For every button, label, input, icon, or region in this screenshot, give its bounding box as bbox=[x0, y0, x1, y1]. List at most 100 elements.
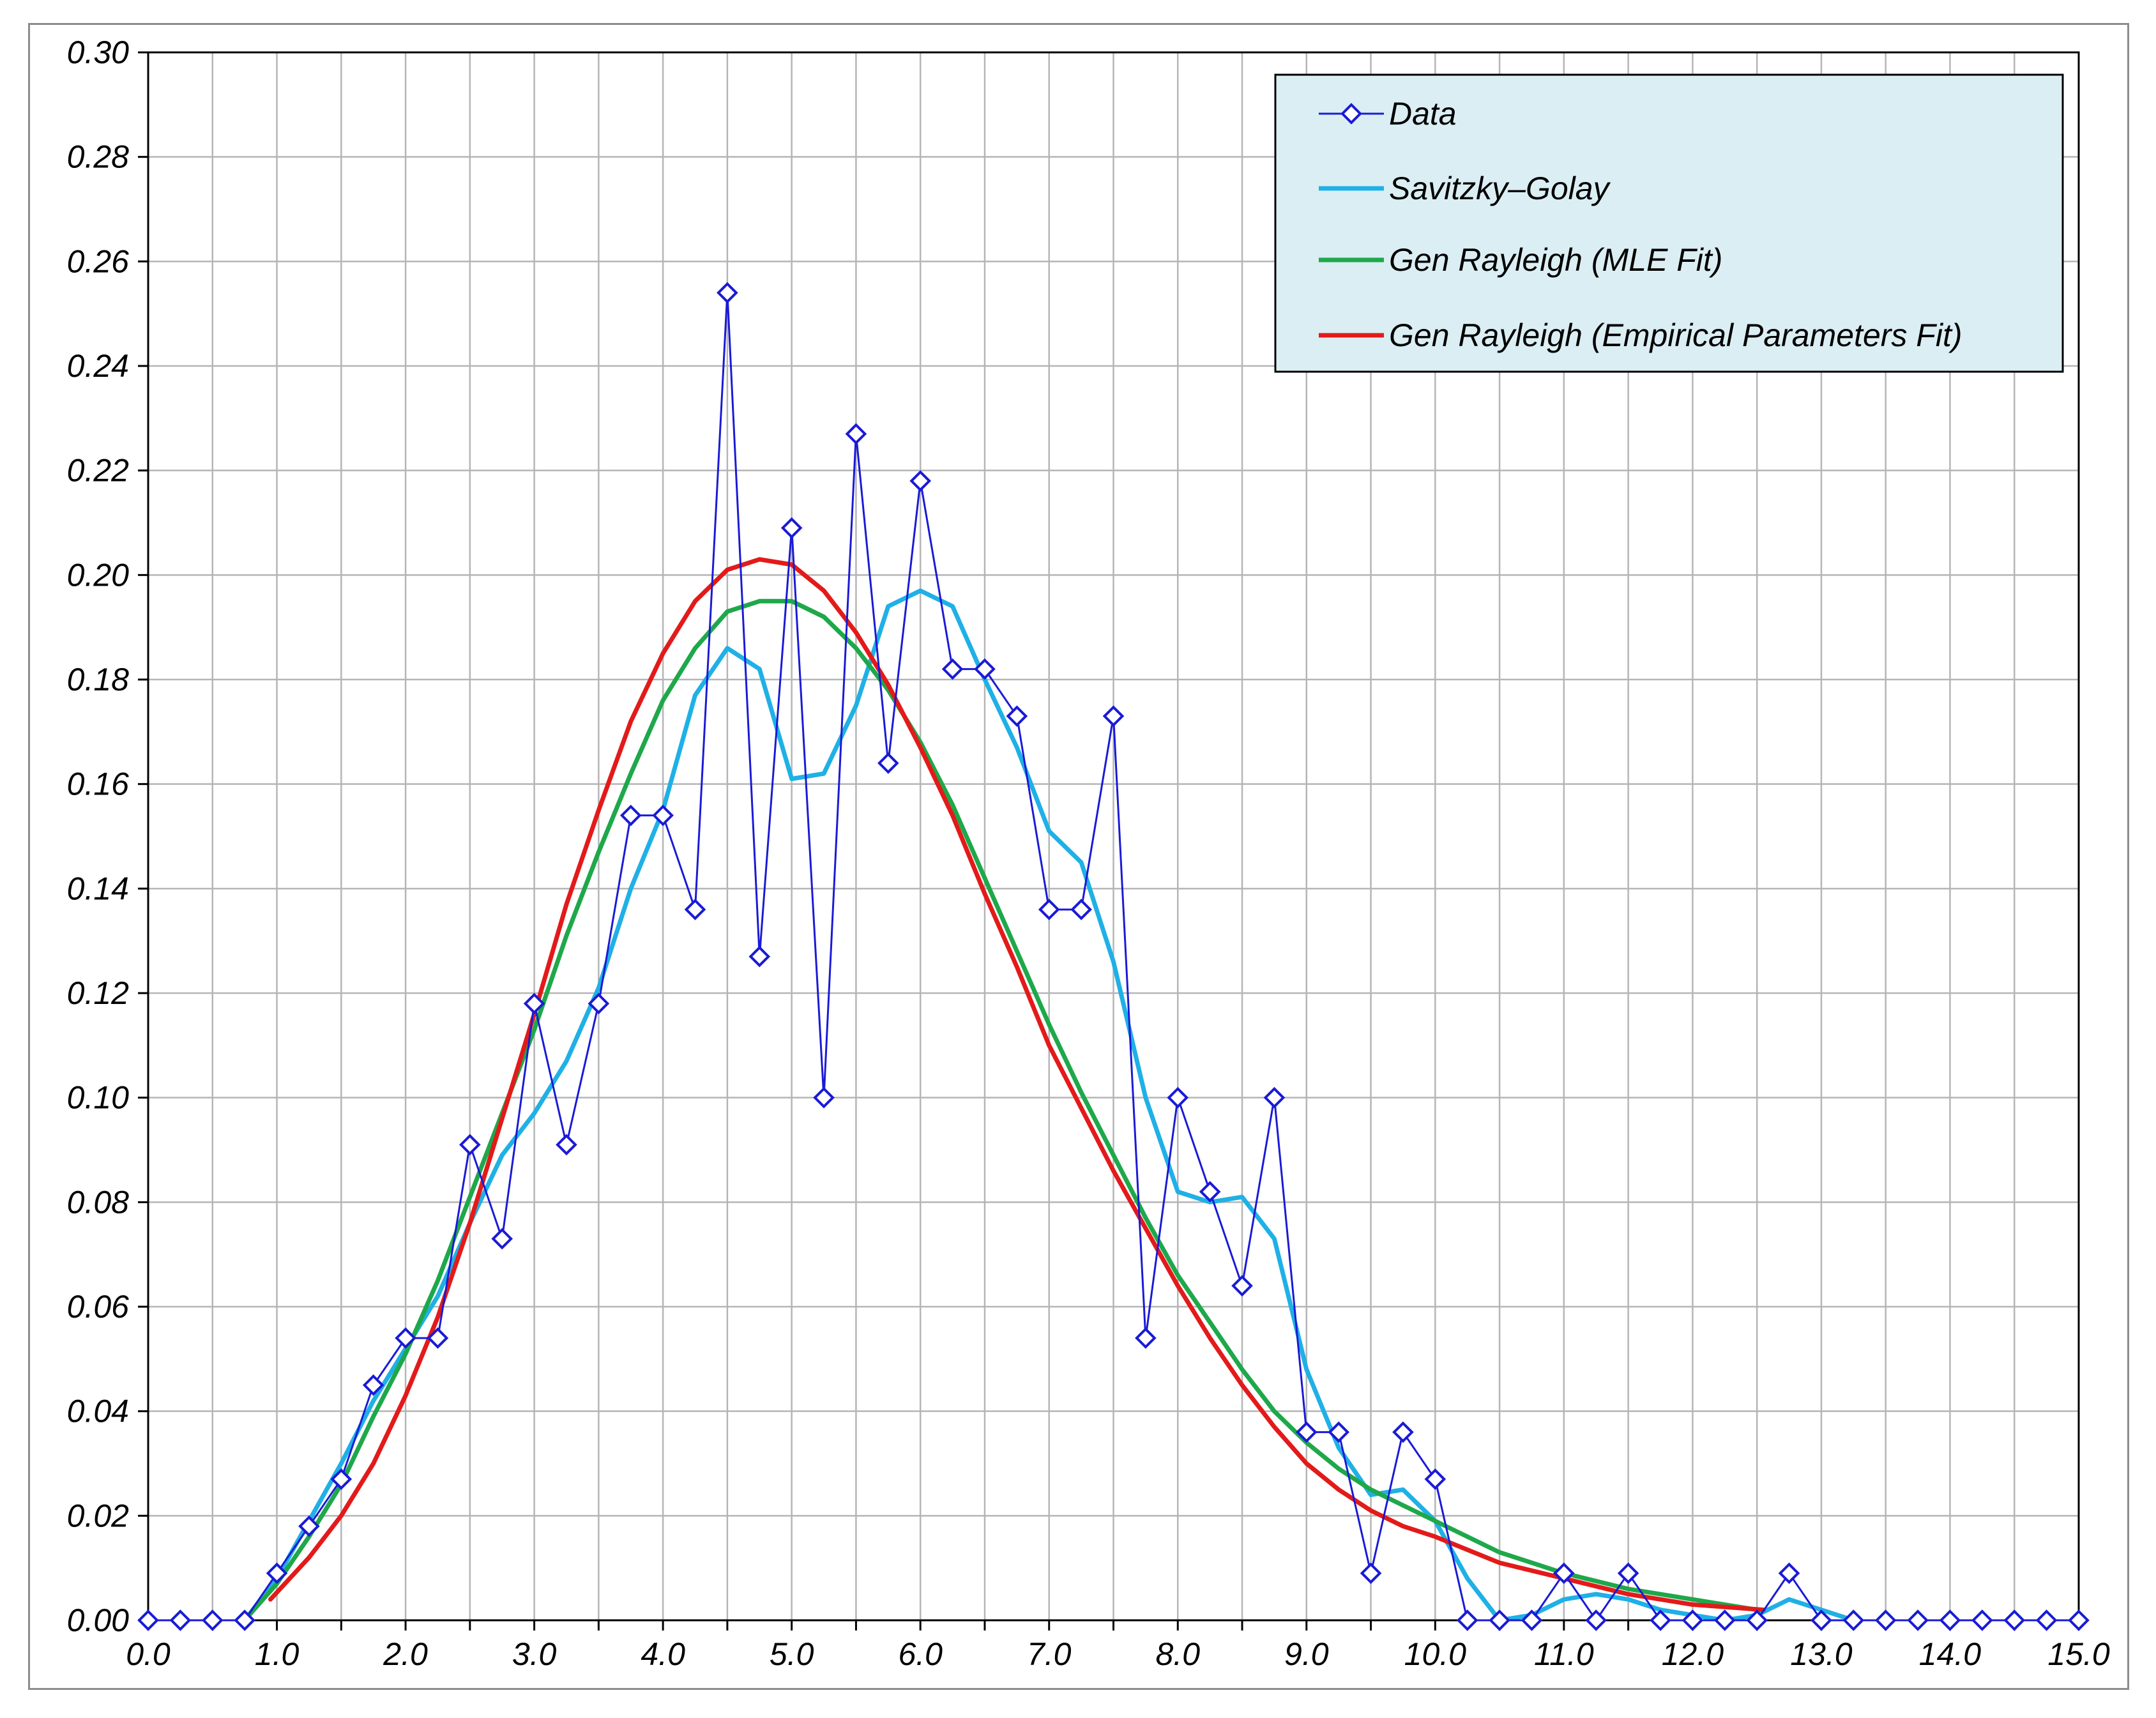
data-point-marker bbox=[941, 658, 964, 680]
series-1-group bbox=[242, 588, 1856, 1623]
data-point-marker bbox=[619, 804, 642, 826]
data-point-marker bbox=[1585, 1609, 1607, 1631]
series-line-3 bbox=[268, 557, 1766, 1613]
data-point-marker bbox=[813, 1086, 835, 1109]
data-point-marker bbox=[1199, 1181, 1221, 1203]
x-tick-label: 2.0 bbox=[383, 1636, 428, 1672]
series-0-group bbox=[137, 282, 2090, 1631]
data-point-marker bbox=[1295, 1421, 1317, 1443]
x-tick-label: 9.0 bbox=[1284, 1636, 1329, 1672]
data-point-marker bbox=[201, 1609, 224, 1631]
data-point-marker bbox=[298, 1515, 320, 1537]
x-tick-label: 0.0 bbox=[126, 1636, 171, 1672]
x-tick-label: 13.0 bbox=[1790, 1636, 1853, 1672]
data-point-marker bbox=[1971, 1609, 1993, 1631]
y-tick-label: 0.28 bbox=[67, 139, 130, 175]
y-tick-label: 0.08 bbox=[67, 1184, 130, 1220]
data-point-marker bbox=[1489, 1609, 1510, 1631]
data-point-marker bbox=[717, 282, 738, 304]
data-point-marker bbox=[845, 423, 867, 445]
data-point-marker bbox=[1778, 1562, 1800, 1585]
legend-label-2: Gen Rayleigh (MLE Fit) bbox=[1389, 242, 1722, 278]
data-point-marker bbox=[1874, 1609, 1897, 1631]
x-tick-label: 5.0 bbox=[770, 1636, 814, 1672]
x-tick-label: 11.0 bbox=[1534, 1636, 1594, 1672]
x-tick-label: 12.0 bbox=[1662, 1636, 1724, 1672]
series-layer bbox=[137, 282, 2090, 1631]
data-point-marker bbox=[137, 1609, 159, 1631]
data-point-marker bbox=[2068, 1609, 2090, 1631]
legend-label-3: Gen Rayleigh (Empirical Parameters Fit) bbox=[1389, 317, 1962, 353]
data-point-marker bbox=[1360, 1562, 1382, 1585]
legend-marker-0 bbox=[1340, 103, 1362, 125]
y-tick-label: 0.10 bbox=[67, 1080, 130, 1116]
data-point-marker bbox=[684, 899, 706, 920]
data-point-marker bbox=[588, 992, 610, 1015]
data-point-marker bbox=[266, 1562, 288, 1585]
data-point-marker bbox=[1907, 1609, 1929, 1631]
data-point-marker bbox=[1939, 1609, 1961, 1631]
data-point-marker bbox=[330, 1468, 353, 1490]
data-point-marker bbox=[1167, 1086, 1189, 1109]
data-point-marker bbox=[395, 1327, 416, 1349]
data-point-marker bbox=[1328, 1421, 1350, 1443]
data-point-marker bbox=[780, 517, 803, 539]
data-point-marker bbox=[2035, 1609, 2058, 1631]
series-line-1 bbox=[242, 588, 1856, 1623]
x-tick-label: 4.0 bbox=[641, 1636, 685, 1672]
x-tick-label: 6.0 bbox=[898, 1636, 943, 1672]
series-line-2 bbox=[242, 598, 1759, 1623]
data-point-marker bbox=[459, 1134, 481, 1156]
tick-layer: 0.00 0.02 0.04 0.06 0.08 0.10 0.12 0.14 0.16 0.18… bbox=[67, 34, 2110, 1672]
data-point-marker bbox=[909, 470, 932, 492]
chart-frame: 0.00 0.02 0.04 0.06 0.08 0.10 0.12 0.14 0.16 0.18… bbox=[28, 23, 2129, 1690]
x-tick-label: 7.0 bbox=[1027, 1636, 1072, 1672]
data-point-marker bbox=[1650, 1609, 1671, 1631]
x-tick-label: 3.0 bbox=[512, 1636, 557, 1672]
data-point-marker bbox=[556, 1134, 577, 1156]
y-tick-label: 0.16 bbox=[67, 766, 130, 802]
data-point-marker bbox=[877, 752, 899, 774]
data-point-marker bbox=[1682, 1609, 1704, 1631]
data-point-marker bbox=[652, 804, 674, 826]
data-point-marker bbox=[1135, 1327, 1157, 1349]
legend-box bbox=[1274, 73, 2064, 373]
y-tick-label: 0.12 bbox=[67, 975, 130, 1011]
data-point-marker bbox=[1424, 1468, 1446, 1490]
data-point-marker bbox=[1231, 1275, 1253, 1297]
y-tick-label: 0.04 bbox=[67, 1394, 129, 1429]
legend: Data Savitzky–Golay Gen Rayleigh (MLE Fit)… bbox=[1274, 73, 2064, 373]
x-tick-label: 10.0 bbox=[1404, 1636, 1467, 1672]
legend-label-0: Data bbox=[1389, 96, 1457, 132]
data-point-marker bbox=[523, 992, 545, 1015]
y-tick-label: 0.06 bbox=[67, 1289, 130, 1325]
data-point-marker bbox=[234, 1609, 255, 1631]
y-tick-label: 0.00 bbox=[67, 1602, 130, 1638]
data-point-marker bbox=[1842, 1609, 1865, 1631]
data-point-marker bbox=[169, 1609, 192, 1631]
x-tick-label: 14.0 bbox=[1919, 1636, 1982, 1672]
y-tick-label: 0.26 bbox=[67, 243, 130, 279]
data-point-marker bbox=[1746, 1609, 1768, 1631]
x-tick-label: 1.0 bbox=[255, 1636, 300, 1672]
data-point-marker bbox=[1070, 899, 1092, 920]
data-point-marker bbox=[2003, 1609, 2026, 1631]
data-point-marker bbox=[362, 1374, 384, 1396]
data-point-marker bbox=[1392, 1421, 1414, 1443]
data-point-marker bbox=[748, 945, 771, 968]
data-point-marker bbox=[1713, 1609, 1736, 1631]
grid-layer bbox=[148, 52, 2079, 1620]
legend-label-1: Savitzky–Golay bbox=[1389, 171, 1611, 206]
series-2-group bbox=[242, 598, 1759, 1623]
y-tick-label: 0.02 bbox=[67, 1498, 130, 1533]
data-point-marker bbox=[974, 658, 996, 680]
x-tick-label: 8.0 bbox=[1156, 1636, 1201, 1672]
series-3-group bbox=[268, 557, 1766, 1613]
data-point-marker bbox=[1521, 1609, 1543, 1631]
data-point-marker bbox=[1456, 1609, 1478, 1631]
data-point-marker bbox=[1263, 1086, 1286, 1109]
data-point-marker bbox=[1811, 1609, 1832, 1631]
chart-svg: 0.00 0.02 0.04 0.06 0.08 0.10 0.12 0.14 0.16 0.18… bbox=[67, 34, 2110, 1672]
x-tick-label: 15.0 bbox=[2047, 1636, 2110, 1672]
y-tick-label: 0.22 bbox=[67, 453, 130, 489]
